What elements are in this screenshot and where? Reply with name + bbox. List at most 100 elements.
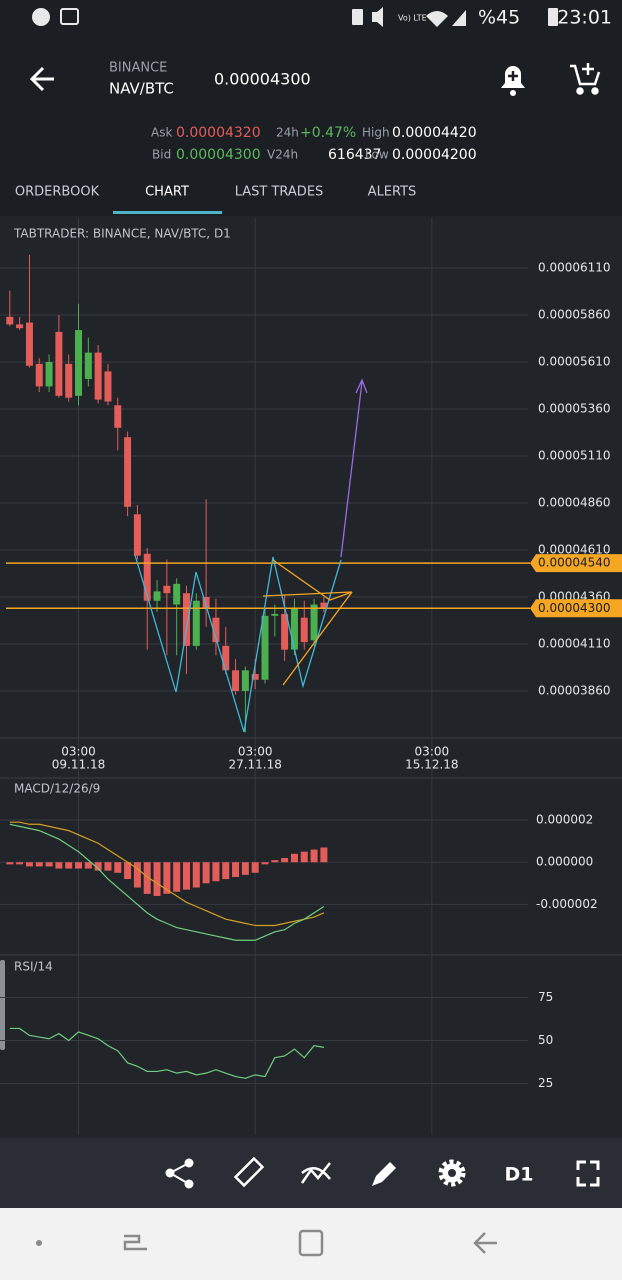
- macd-bar: [133, 862, 141, 888]
- candle-body: [124, 437, 132, 507]
- lte-label: Vo) LTE: [398, 14, 427, 23]
- candle-body: [55, 331, 63, 396]
- rsi-title: RSI/14: [14, 960, 53, 974]
- high-value: 0.00004420: [392, 125, 477, 141]
- macd-bar: [35, 862, 43, 867]
- change-value: +0.47%: [300, 125, 356, 141]
- candle-body: [261, 615, 269, 680]
- tab[interactable]: LAST TRADES: [235, 185, 324, 200]
- share-button[interactable]: [165, 1158, 194, 1189]
- timeframe-button[interactable]: D1: [505, 1164, 534, 1186]
- rsi-line: [9, 1027, 324, 1079]
- x-tick-time: 03:00: [415, 745, 450, 759]
- candle-body: [45, 362, 53, 387]
- candle-body: [222, 645, 230, 671]
- candle-body: [25, 322, 33, 366]
- macd-bar: [55, 862, 63, 869]
- macd-macd-line: [9, 823, 325, 941]
- y-tick-label: 0.00006110: [538, 261, 611, 275]
- draw-button[interactable]: [372, 1162, 396, 1186]
- price-level-tag: [530, 599, 622, 618]
- nav-home[interactable]: [298, 1229, 324, 1257]
- macd-signal-line: [9, 821, 325, 927]
- nav-back[interactable]: [473, 1232, 497, 1254]
- toolbar: [165, 1156, 600, 1189]
- status-icons: [32, 7, 558, 27]
- macd-bar: [310, 849, 318, 863]
- candle-body: [281, 613, 289, 650]
- candle-body: [320, 602, 328, 609]
- y-tick-label: 50: [538, 1033, 553, 1047]
- macd-bar: [65, 862, 73, 869]
- x-tick-time: 03:00: [238, 745, 273, 759]
- system-nav: [36, 1229, 497, 1257]
- macd-title: MACD/12/26/9: [14, 782, 100, 796]
- candle-body: [75, 330, 83, 396]
- side-handle: [0, 960, 5, 1050]
- candle-body: [300, 617, 308, 643]
- macd-bar: [271, 860, 279, 863]
- alert-button[interactable]: [501, 66, 525, 96]
- chart-title: TABTRADER: BINANCE, NAV/BTC, D1: [13, 227, 231, 241]
- candle-body: [94, 352, 102, 400]
- ruler-button[interactable]: [233, 1156, 265, 1188]
- ask-label: Ask: [151, 126, 172, 140]
- macd-bar: [320, 847, 328, 863]
- x-tick-time: 03:00: [61, 745, 96, 759]
- candle-body: [84, 352, 92, 379]
- toolbar-bg: [0, 1138, 622, 1208]
- back-button[interactable]: [29, 66, 54, 92]
- y-tick-label: 0.00003860: [538, 684, 611, 698]
- header-bg: [0, 0, 622, 216]
- macd-bar: [143, 862, 151, 894]
- candle-body: [16, 324, 24, 329]
- candle-body: [114, 405, 122, 428]
- macd-bar: [45, 862, 53, 867]
- candle-body: [232, 670, 240, 692]
- tab[interactable]: ORDERBOOK: [15, 185, 100, 200]
- y-tick-label: 75: [538, 990, 553, 1004]
- indicators-button[interactable]: [300, 1162, 331, 1184]
- y-tick-label: 0.00005110: [538, 449, 611, 463]
- price-level-label: 0.00004540: [538, 556, 611, 570]
- macd-bar: [192, 862, 200, 888]
- macd-bar: [232, 862, 240, 877]
- nav-dot[interactable]: [36, 1240, 42, 1246]
- candle-body: [163, 585, 171, 594]
- macd-bar: [202, 862, 210, 884]
- settings-button[interactable]: [438, 1159, 466, 1187]
- macd-bar: [25, 862, 33, 867]
- macd-bar: [290, 853, 298, 863]
- tab[interactable]: CHART: [145, 185, 189, 200]
- drawings: [134, 378, 368, 733]
- y-tick-label: 0.000002: [536, 813, 593, 827]
- pair-name: NAV/BTC: [109, 80, 174, 98]
- y-tick-label: 0.000000: [536, 855, 593, 869]
- y-tick-label: 0.00004610: [538, 543, 611, 557]
- macd-bar: [300, 851, 308, 863]
- nav-bar-bg: [0, 1208, 622, 1280]
- candle-body: [104, 371, 112, 402]
- low-value: 0.00004200: [392, 147, 477, 163]
- y-tick-label: 0.00005360: [538, 402, 611, 416]
- nav-recent[interactable]: [123, 1234, 147, 1251]
- y-tick-label: 0.00005610: [538, 355, 611, 369]
- macd-bar: [114, 862, 122, 873]
- x-tick-date: 27.11.18: [228, 758, 281, 772]
- candle-body: [182, 593, 190, 646]
- y-tick-label: 0.00004110: [538, 637, 611, 651]
- bid-label: Bid: [152, 148, 171, 162]
- x-tick-date: 09.11.18: [52, 758, 105, 772]
- macd-bar: [212, 862, 220, 882]
- last-price: 0.00004300: [214, 70, 311, 89]
- fullscreen-button[interactable]: [576, 1160, 600, 1187]
- tab[interactable]: ALERTS: [368, 185, 417, 200]
- cart-button[interactable]: [570, 63, 601, 95]
- chart: 03:0009.11.1803:0027.11.1803:0015.12.180…: [0, 218, 622, 1135]
- candle-body: [212, 617, 220, 643]
- battery-label: %45: [478, 7, 520, 29]
- low-label: Low: [365, 148, 389, 162]
- macd-bar: [153, 862, 161, 896]
- macd-bar: [75, 862, 83, 869]
